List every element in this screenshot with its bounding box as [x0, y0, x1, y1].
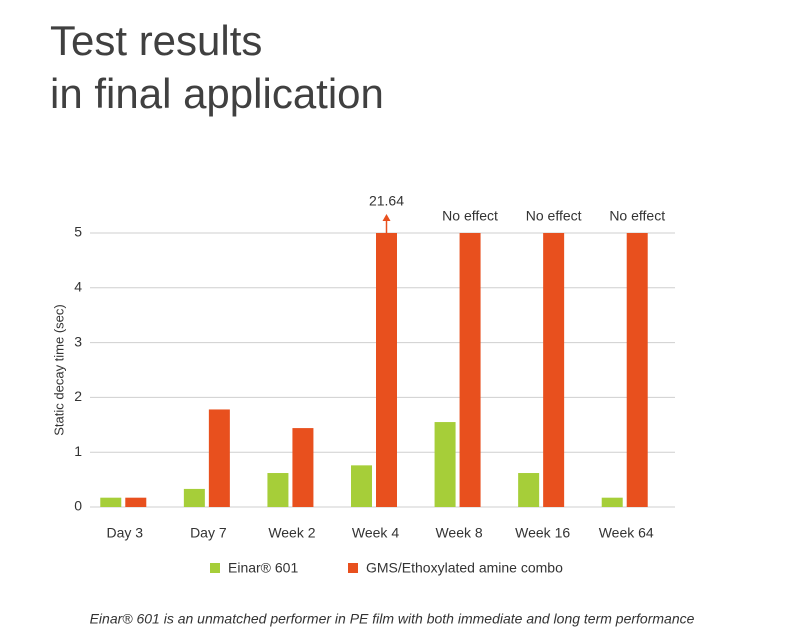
bar — [267, 473, 289, 507]
y-tick-label: 1 — [74, 443, 82, 459]
value-label: No effect — [609, 208, 665, 224]
bar — [100, 497, 122, 507]
y-tick-label: 2 — [74, 388, 82, 404]
bar — [601, 497, 623, 507]
legend-label: GMS/Ethoxylated amine combo — [366, 560, 563, 576]
x-tick-label: Week 16 — [515, 525, 570, 541]
bar — [376, 233, 397, 507]
bar — [626, 233, 648, 507]
bar — [459, 233, 481, 507]
y-tick-label: 5 — [74, 224, 82, 240]
value-label: No effect — [526, 208, 582, 224]
footnote: Einar® 601 is an unmatched performer in … — [90, 611, 695, 627]
bar — [543, 233, 565, 507]
bar — [434, 422, 456, 507]
x-tick-label: Day 3 — [106, 525, 143, 541]
bar — [208, 409, 230, 507]
value-label: No effect — [442, 208, 498, 224]
bar — [351, 465, 372, 507]
y-tick-label: 4 — [74, 279, 82, 295]
value-label: 21.64 — [369, 193, 404, 209]
bar — [183, 488, 205, 507]
y-tick-label: 0 — [74, 498, 82, 514]
x-tick-label: Day 7 — [190, 525, 227, 541]
y-tick-label: 3 — [74, 333, 82, 349]
chart-title: in final application — [50, 70, 384, 117]
x-tick-label: Week 2 — [268, 525, 315, 541]
x-tick-label: Week 4 — [352, 525, 399, 541]
legend-swatch — [348, 563, 358, 573]
bar — [292, 428, 314, 507]
legend-label: Einar® 601 — [228, 560, 298, 576]
bar — [125, 497, 147, 507]
x-tick-label: Week 64 — [599, 525, 654, 541]
legend-swatch — [210, 563, 220, 573]
plot-area — [100, 233, 648, 507]
chart-title: Test results — [50, 17, 262, 64]
overflow-arrow-head — [382, 214, 391, 221]
bar — [518, 473, 540, 507]
x-tick-label: Week 8 — [435, 525, 482, 541]
y-axis-label: Static decay time (sec) — [51, 304, 66, 436]
